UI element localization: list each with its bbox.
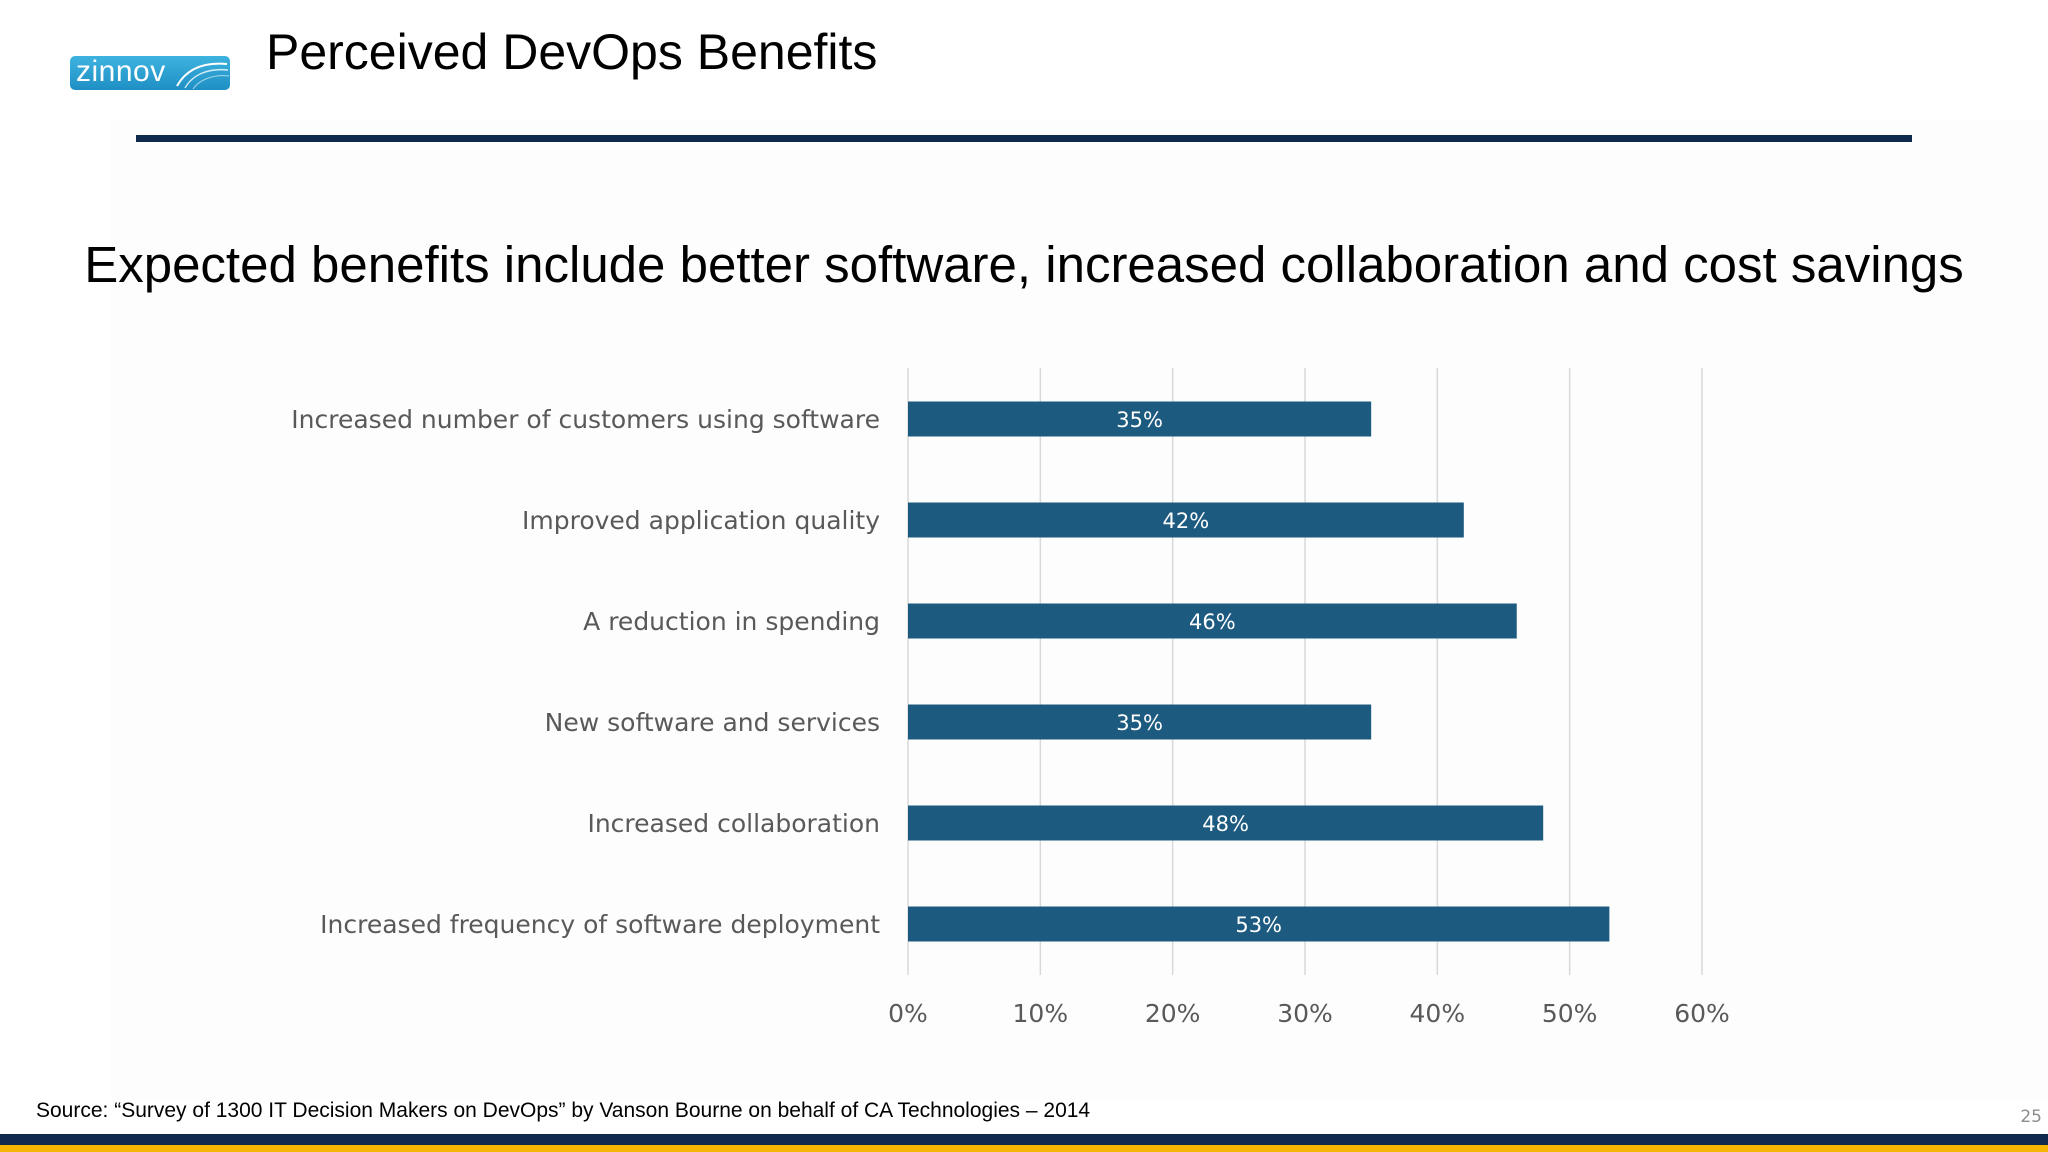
bar <box>908 704 1372 740</box>
x-tick-label: 20% <box>1145 999 1201 1028</box>
data-label: 48% <box>1202 812 1249 836</box>
data-label: 53% <box>1235 913 1282 937</box>
data-label: 42% <box>1163 509 1210 533</box>
category-label: A reduction in spending <box>583 607 880 636</box>
data-label: 35% <box>1116 711 1163 735</box>
title-divider <box>136 135 1912 142</box>
footer-bar-gold <box>0 1145 2048 1152</box>
slide-headline: Expected benefits include better softwar… <box>84 236 1964 293</box>
source-note: Source: “Survey of 1300 IT Decision Make… <box>36 1099 1091 1122</box>
x-tick-label: 60% <box>1674 999 1730 1028</box>
bar <box>908 502 1464 538</box>
logo-swoosh-icon <box>176 62 230 90</box>
category-label: Increased collaboration <box>587 809 880 838</box>
category-label: Improved application quality <box>522 506 880 535</box>
data-label: 46% <box>1189 610 1236 634</box>
category-label: Increased number of customers using soft… <box>291 405 880 434</box>
bar <box>908 401 1372 437</box>
benefits-bar-chart: 0% 10% 20% 30% 40% 50% 60% Increased number of … <box>291 368 1730 1028</box>
x-tick-label: 50% <box>1542 999 1598 1028</box>
x-tick-label: 30% <box>1277 999 1333 1028</box>
page-number: 25 <box>2020 1107 2042 1127</box>
logo-text: zinnov <box>76 56 166 88</box>
bar <box>908 603 1517 639</box>
footer-bar-navy <box>0 1134 2048 1145</box>
x-tick-label: 40% <box>1410 999 1466 1028</box>
data-label: 35% <box>1116 408 1163 432</box>
bar <box>908 906 1610 942</box>
page-title: Perceived DevOps Benefits <box>266 24 878 80</box>
x-tick-label: 10% <box>1013 999 1069 1028</box>
x-tick-label: 0% <box>888 999 928 1028</box>
category-label: Increased frequency of software deployme… <box>320 910 880 939</box>
category-label: New software and services <box>545 708 880 737</box>
zinnov-logo: zinnov <box>70 56 230 90</box>
bar <box>908 805 1544 841</box>
